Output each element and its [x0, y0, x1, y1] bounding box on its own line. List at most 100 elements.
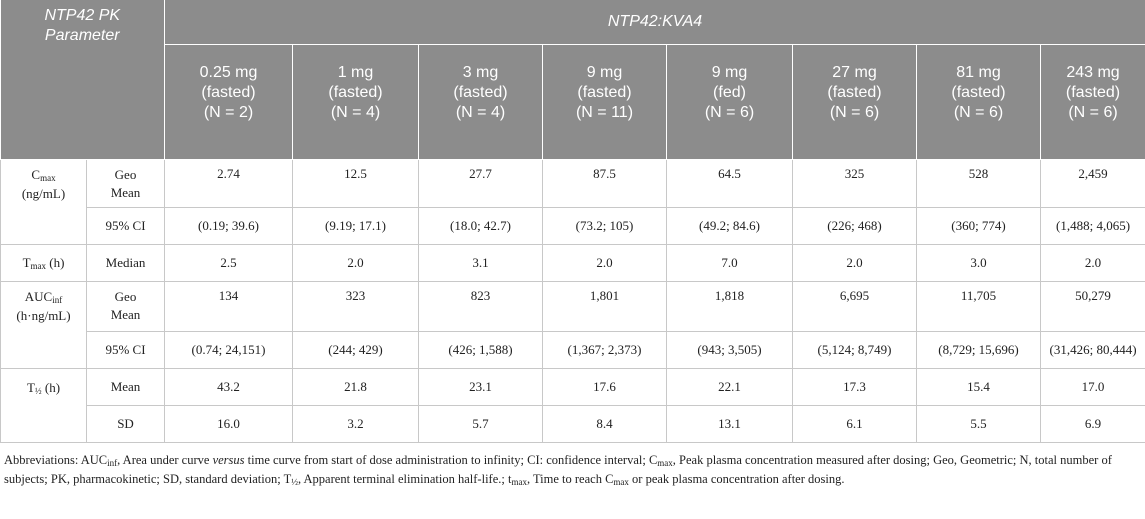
- footnote-subscript: ½: [291, 477, 298, 487]
- dose-header-state: (fasted): [577, 84, 632, 101]
- param-thalf-subscript: ½: [34, 386, 42, 396]
- value-cell: (31,426; 80,444): [1039, 331, 1145, 369]
- group-header: NTP42:KVA4: [164, 0, 1145, 45]
- value-cell: 22.1: [666, 368, 793, 406]
- param-cmax-subscript: max: [40, 173, 56, 183]
- value-cell: 2,459: [1039, 159, 1145, 208]
- value-cell: 6.1: [792, 405, 917, 443]
- table-row-tmax-median: Tmax (h) Median 2.5 2.0 3.1 2.0 7.0 2.0 3.0 2.0: [0, 244, 1145, 282]
- dose-header-n: (N = 4): [455, 104, 506, 121]
- value-cell: 2.0: [542, 244, 667, 282]
- param-cmax-unit: (ng/mL): [21, 186, 66, 201]
- dose-header-n: (N = 4): [330, 104, 381, 121]
- dose-header: 3 mg (fasted) (N = 4): [418, 44, 543, 160]
- value-cell: 7.0: [666, 244, 793, 282]
- value-cell: 2.74: [164, 159, 293, 208]
- stat-label-auc-mean: Mean: [110, 307, 141, 322]
- dose-header: 243 mg (fasted) (N = 6): [1040, 44, 1145, 160]
- value-cell: 13.1: [666, 405, 793, 443]
- value-cell: (360; 774): [916, 207, 1041, 245]
- value-cell: 43.2: [164, 368, 293, 406]
- dose-header-state: (fed): [713, 84, 746, 101]
- value-cell: 2.0: [1039, 244, 1145, 282]
- value-cell: (1,367; 2,373): [542, 331, 667, 369]
- stat-label-thalf-mean: Mean: [86, 368, 165, 406]
- param-thalf: T½ (h): [0, 368, 87, 443]
- value-cell: (1,488; 4,065): [1039, 207, 1145, 245]
- param-auc-unit: (h·ng/mL): [16, 308, 71, 323]
- value-cell: (426; 1,588): [418, 331, 543, 369]
- dose-header-state: (fasted): [328, 84, 383, 101]
- dose-header-dose: 3 mg: [462, 64, 499, 81]
- dose-header-n: (N = 6): [953, 104, 1004, 121]
- pk-table-figure: NTP42 PK Parameter NTP42:KVA4 0.25 mg (fa…: [0, 0, 1145, 489]
- dose-header-dose: 243 mg: [1066, 64, 1120, 81]
- stat-label-median: Median: [86, 244, 165, 282]
- value-cell: (5,124; 8,749): [792, 331, 917, 369]
- value-cell: 323: [292, 281, 419, 332]
- table-row-auc-geo-mean: AUCinf (h·ng/mL) Geo Mean 134 323 823 1,801…: [0, 281, 1145, 369]
- value-cell: 11,705: [916, 281, 1041, 332]
- value-cell: 23.1: [418, 368, 543, 406]
- value-cell: (943; 3,505): [666, 331, 793, 369]
- footnote-part: , Time to reach C: [526, 472, 614, 486]
- dose-header-state: (fasted): [1065, 84, 1121, 101]
- stat-label-geo: Geo: [114, 167, 137, 182]
- footnote-part: , Peak plasma concentration measured aft…: [4, 453, 1112, 486]
- value-cell: 27.7: [418, 159, 543, 208]
- dose-header: 1 mg (fasted) (N = 4): [292, 44, 419, 160]
- value-cell: 12.5: [292, 159, 419, 208]
- param-thalf-unit: (h): [44, 380, 61, 395]
- param-cmax-symbol: C: [31, 167, 41, 182]
- param-tmax: Tmax (h): [0, 244, 87, 282]
- stat-label-auc-geo: Geo: [114, 289, 137, 304]
- table-row-auc-ci: 95% CI (0.74; 24,151) (244; 429) (426; 1,5…: [1, 331, 1145, 369]
- footnote-abbreviations: Abbreviations: AUCinf, Area under curve …: [0, 443, 1145, 489]
- dose-header-state: (fasted): [951, 84, 1006, 101]
- dose-header-dose: 1 mg: [337, 64, 374, 81]
- table-row-thalf-sd: SD 16.0 3.2 5.7 8.4 13.1 6.1 5.5 6.9: [1, 405, 1145, 443]
- stat-label-auc-ci: 95% CI: [86, 331, 165, 369]
- dose-header-state: (fasted): [201, 84, 256, 101]
- dose-header: 9 mg (fed) (N = 6): [666, 44, 793, 160]
- corner-header-line2: Parameter: [44, 27, 120, 44]
- value-cell: 64.5: [666, 159, 793, 208]
- dose-header-dose: 27 mg: [832, 64, 877, 81]
- param-tmax-subscript: max: [30, 260, 47, 271]
- value-cell: 3.0: [916, 244, 1041, 282]
- stat-label-geo-mean: Geo Mean: [86, 159, 165, 208]
- value-cell: 1,801: [542, 281, 667, 332]
- value-cell: (9.19; 17.1): [292, 207, 419, 245]
- dose-header: 81 mg (fasted) (N = 6): [916, 44, 1041, 160]
- dose-header: 9 mg (fasted) (N = 11): [542, 44, 667, 160]
- dose-header-n: (N = 11): [575, 104, 634, 121]
- param-tmax-unit: (h): [49, 254, 65, 270]
- value-cell: (0.19; 39.6): [164, 207, 293, 245]
- value-cell: 2.0: [292, 244, 419, 282]
- stat-label-thalf-sd: SD: [86, 405, 165, 443]
- param-auc-subscript: inf: [52, 295, 63, 305]
- value-cell: 50,279: [1039, 281, 1145, 332]
- dose-header-dose: 9 mg: [711, 64, 748, 81]
- value-cell: 17.0: [1039, 368, 1145, 406]
- value-cell: (18.0; 42.7): [418, 207, 543, 245]
- value-cell: 2.0: [792, 244, 917, 282]
- dose-header-dose: 81 mg: [956, 64, 1001, 81]
- dose-header: 0.25 mg (fasted) (N = 2): [164, 44, 293, 160]
- dose-header-state: (fasted): [453, 84, 508, 101]
- footnote-part: Abbreviations: AUC: [4, 453, 108, 467]
- corner-header: NTP42 PK Parameter: [0, 0, 165, 160]
- value-cell: 87.5: [542, 159, 667, 208]
- value-cell: 3.2: [292, 405, 419, 443]
- footnote-subscript: max: [511, 477, 527, 487]
- table-row-thalf-mean: T½ (h) Mean 43.2 21.8 23.1 17.6 22.1 17.3 15.4…: [0, 368, 1145, 443]
- footnote-part: or peak plasma concentration after dosin…: [628, 472, 845, 486]
- stat-label-mean: Mean: [110, 185, 141, 200]
- header-row-doses: 0.25 mg (fasted) (N = 2) 1 mg (fasted) (N = 4…: [1, 44, 1145, 160]
- value-cell: 325: [792, 159, 917, 208]
- value-cell: 1,818: [666, 281, 793, 332]
- footnote-subscript: max: [657, 458, 673, 468]
- value-cell: 21.8: [292, 368, 419, 406]
- value-cell: 2.5: [164, 244, 293, 282]
- value-cell: 134: [164, 281, 293, 332]
